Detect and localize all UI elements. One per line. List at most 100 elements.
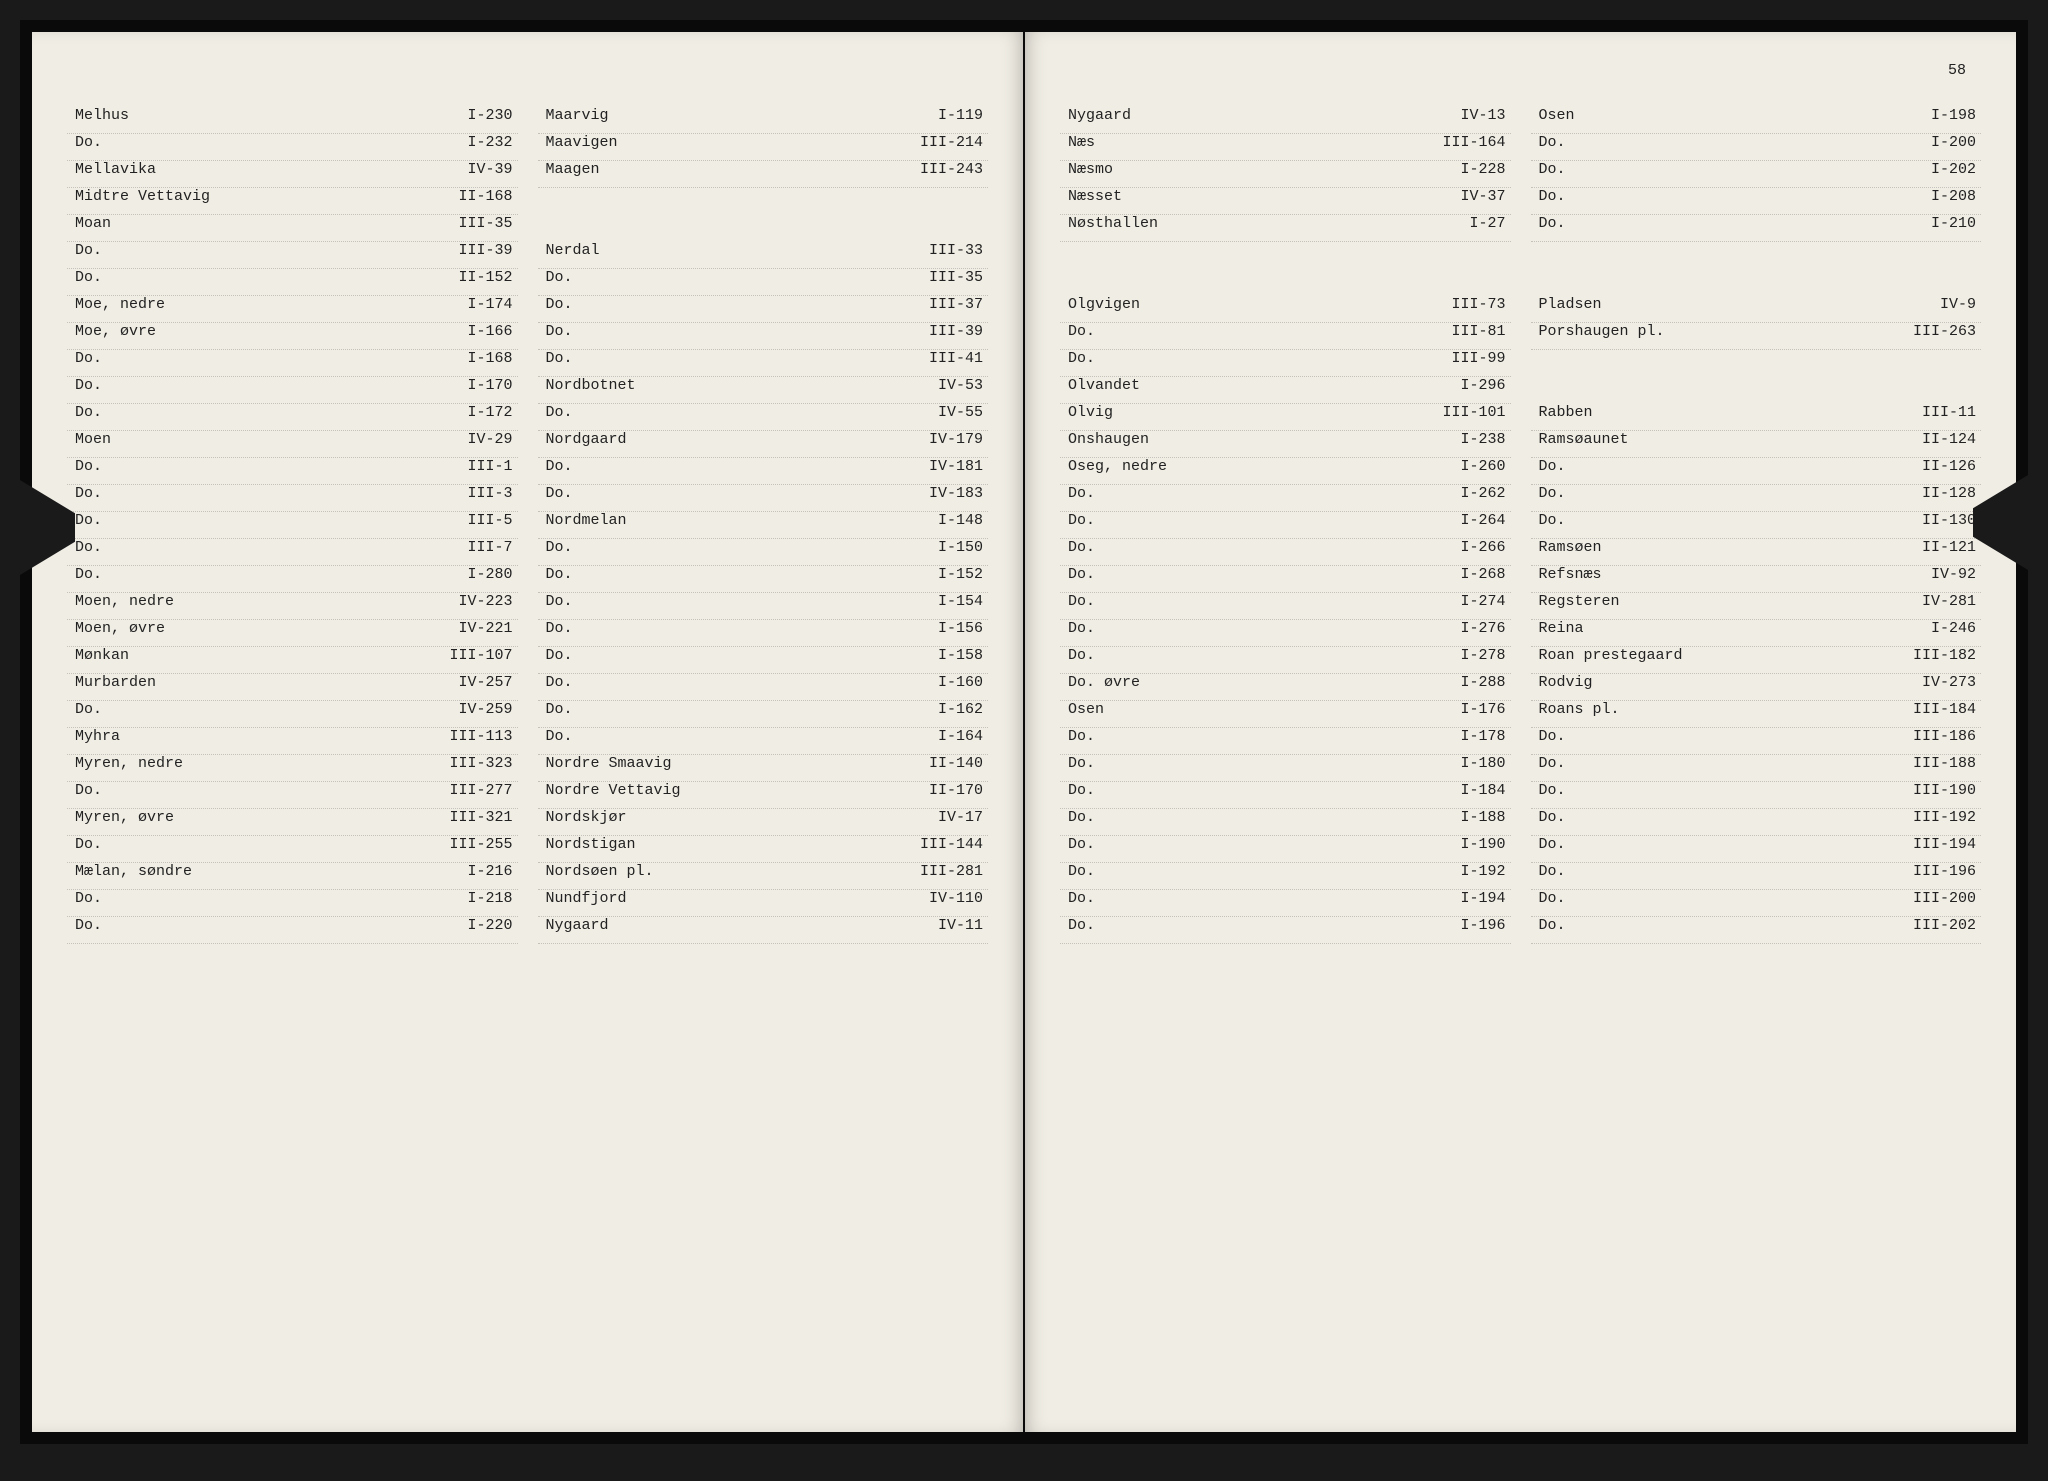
left-column-1: MelhusI-230Do.I-232MellavikaIV-39Midtre … xyxy=(67,107,518,944)
entry-name: Do. xyxy=(1060,323,1095,340)
entry-reference: III-255 xyxy=(449,836,512,853)
entry-reference: III-81 xyxy=(1451,323,1505,340)
entry-name: Do. xyxy=(538,269,573,286)
entry-name: Rabben xyxy=(1531,404,1593,421)
entry-reference: IV-259 xyxy=(458,701,512,718)
left-column-2: MaarvigI-119MaavigenIII-214MaagenIII-243… xyxy=(538,107,989,944)
index-row: OsenI-198 xyxy=(1531,107,1982,134)
entry-reference: I-288 xyxy=(1460,674,1505,691)
entry-name: Murbarden xyxy=(67,674,156,691)
index-row: Do.I-274 xyxy=(1060,593,1511,620)
entry-reference: I-188 xyxy=(1460,809,1505,826)
entry-reference: III-321 xyxy=(449,809,512,826)
index-row: Do.III-39 xyxy=(67,242,518,269)
entry-name: Do. xyxy=(1060,890,1095,907)
left-page: MelhusI-230Do.I-232MellavikaIV-39Midtre … xyxy=(32,32,1023,1432)
entry-reference: I-262 xyxy=(1460,485,1505,502)
entry-reference: III-186 xyxy=(1913,728,1976,745)
entry-name: Ramsøen xyxy=(1531,539,1602,556)
entry-reference: I-266 xyxy=(1460,539,1505,556)
entry-reference: I-168 xyxy=(467,350,512,367)
entry-name: Pladsen xyxy=(1531,296,1602,313)
entry-name: Do. xyxy=(1060,728,1095,745)
entry-reference: III-144 xyxy=(920,836,983,853)
entry-name: Do. xyxy=(1060,566,1095,583)
index-row: Do.III-200 xyxy=(1531,890,1982,917)
entry-name: Nordre Vettavig xyxy=(538,782,681,799)
entry-reference: I-220 xyxy=(467,917,512,934)
index-row: NøsthallenI-27 xyxy=(1060,215,1511,242)
entry-reference: III-35 xyxy=(458,215,512,232)
index-row: Do.IV-259 xyxy=(67,701,518,728)
entry-reference: I-152 xyxy=(938,566,983,583)
entry-name: Moan xyxy=(67,215,111,232)
index-row: Moen, øvreIV-221 xyxy=(67,620,518,647)
index-row: MurbardenIV-257 xyxy=(67,674,518,701)
entry-name: Nordbotnet xyxy=(538,377,636,394)
entry-name: Maagen xyxy=(538,161,600,178)
entry-reference: I-246 xyxy=(1931,620,1976,637)
entry-reference: III-33 xyxy=(929,242,983,259)
index-row: Do. øvreI-288 xyxy=(1060,674,1511,701)
index-row: MoenIV-29 xyxy=(67,431,518,458)
entry-reference: III-281 xyxy=(920,863,983,880)
index-row: MellavikaIV-39 xyxy=(67,161,518,188)
entry-name: Do. xyxy=(1060,809,1095,826)
entry-name: Do. xyxy=(1060,647,1095,664)
entry-reference: IV-17 xyxy=(938,809,983,826)
index-row: Porshaugen pl.III-263 xyxy=(1531,323,1982,350)
index-row: Do.III-190 xyxy=(1531,782,1982,809)
entry-reference: I-174 xyxy=(467,296,512,313)
entry-name: Do. xyxy=(67,485,102,502)
entry-name: Do. xyxy=(538,647,573,664)
spacer-row xyxy=(1060,242,1511,269)
index-row: NordgaardIV-179 xyxy=(538,431,989,458)
index-row: Do.I-196 xyxy=(1060,917,1511,944)
entry-reference: I-180 xyxy=(1460,755,1505,772)
entry-reference: III-101 xyxy=(1442,404,1505,421)
index-row: MelhusI-230 xyxy=(67,107,518,134)
index-row: Do.III-41 xyxy=(538,350,989,377)
entry-reference: III-35 xyxy=(929,269,983,286)
entry-name: Do. xyxy=(67,782,102,799)
entry-reference: IV-9 xyxy=(1940,296,1976,313)
entry-reference: I-228 xyxy=(1460,161,1505,178)
right-columns: NygaardIV-13NæsIII-164NæsmoI-228NæssetIV… xyxy=(1060,107,1981,944)
entry-reference: II-140 xyxy=(929,755,983,772)
entry-name: Do. xyxy=(1531,512,1566,529)
entry-name: Do. xyxy=(1531,917,1566,934)
entry-reference: I-210 xyxy=(1931,215,1976,232)
entry-reference: I-230 xyxy=(467,107,512,124)
entry-name: Rodvig xyxy=(1531,674,1593,691)
index-row: Do.I-218 xyxy=(67,890,518,917)
page-number: 58 xyxy=(1948,62,1966,79)
index-row: RabbenIII-11 xyxy=(1531,404,1982,431)
index-row: Do.III-7 xyxy=(67,539,518,566)
entry-name: Do. xyxy=(538,404,573,421)
entry-reference: III-99 xyxy=(1451,350,1505,367)
index-row: Do.III-99 xyxy=(1060,350,1511,377)
index-row: Do.I-184 xyxy=(1060,782,1511,809)
entry-name: Do. xyxy=(1531,782,1566,799)
entry-name: Do. xyxy=(538,485,573,502)
entry-reference: I-264 xyxy=(1460,512,1505,529)
entry-name: Do. xyxy=(538,539,573,556)
index-row: Do.II-126 xyxy=(1531,458,1982,485)
entry-name: Do. xyxy=(67,377,102,394)
spacer-row xyxy=(1060,269,1511,296)
index-row: Do.I-278 xyxy=(1060,647,1511,674)
index-row: NæsIII-164 xyxy=(1060,134,1511,161)
entry-name: Mellavika xyxy=(67,161,156,178)
entry-reference: I-162 xyxy=(938,701,983,718)
entry-name: Oseg, nedre xyxy=(1060,458,1167,475)
entry-name: Do. xyxy=(1531,188,1566,205)
entry-reference: III-323 xyxy=(449,755,512,772)
index-row: MaavigenIII-214 xyxy=(538,134,989,161)
entry-reference: I-170 xyxy=(467,377,512,394)
index-row: NygaardIV-11 xyxy=(538,917,989,944)
entry-name: Do. xyxy=(1531,161,1566,178)
index-row: Do.I-154 xyxy=(538,593,989,620)
entry-reference: I-176 xyxy=(1460,701,1505,718)
entry-reference: I-268 xyxy=(1460,566,1505,583)
entry-reference: III-3 xyxy=(467,485,512,502)
